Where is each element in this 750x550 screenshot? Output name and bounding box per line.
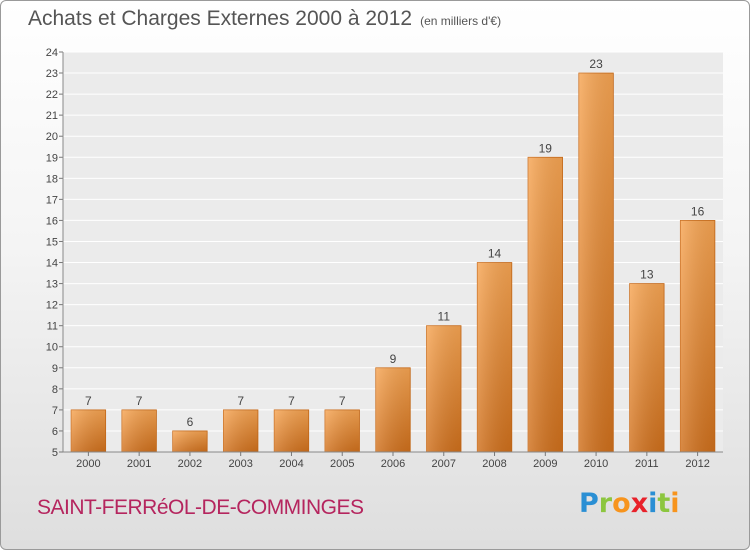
x-tick-label-2007: 2007 (432, 458, 456, 470)
data-label-2012: 16 (691, 204, 705, 218)
y-tick-label: 24 (46, 47, 58, 59)
y-tick-label: 21 (46, 110, 58, 122)
bar-shade-2004 (274, 409, 309, 452)
bar-shade-2011 (629, 283, 665, 452)
y-tick-label: 18 (46, 173, 58, 185)
y-tick-label: 17 (46, 194, 58, 206)
y-tick-label: 12 (46, 300, 58, 312)
logo-letter: x (630, 488, 649, 519)
proxiti-logo: Proxiti (579, 488, 680, 519)
data-label-2004: 7 (288, 394, 295, 408)
y-tick-label: 11 (47, 321, 58, 333)
x-tick-label-2001: 2001 (127, 458, 151, 470)
bar-shade-2010 (578, 73, 614, 452)
x-tick-label-2006: 2006 (381, 458, 405, 470)
y-tick-label: 15 (46, 236, 58, 248)
bar-shade-2008 (477, 262, 512, 452)
y-tick-label: 14 (46, 258, 58, 270)
x-tick-label-2008: 2008 (482, 458, 506, 470)
commune-name: SAINT-FERRéOL-DE-COMMINGES (37, 496, 364, 519)
bar-shade-2002 (172, 430, 208, 452)
y-tick-label: 7 (52, 405, 58, 417)
x-tick-label-2004: 2004 (279, 458, 303, 470)
data-label-2005: 7 (339, 394, 346, 408)
x-tick-label-2012: 2012 (685, 458, 709, 470)
y-tick-label: 19 (46, 152, 58, 164)
data-label-2002: 6 (187, 415, 194, 429)
chart-subtitle: (en milliers d'€) (420, 14, 502, 28)
axes: 5 6 7 8 9 10 11 12 13 14 15 16 17 18 19 20 21 22 23 24 2000 2… (46, 47, 723, 470)
y-tick-label: 6 (52, 426, 58, 438)
y-tick-label: 5 (52, 447, 58, 459)
y-tick-label: 10 (46, 342, 58, 354)
y-tick-label: 9 (52, 363, 58, 375)
data-label-2007: 11 (438, 310, 451, 324)
bar-shade-2000 (71, 409, 106, 452)
chart-title-text: Achats et Charges Externes 2000 à 2012 (28, 7, 413, 30)
x-tick-label-2005: 2005 (330, 458, 354, 470)
data-label-2006: 9 (390, 352, 397, 366)
y-tick-label: 16 (46, 215, 58, 227)
logo-letter: r (598, 488, 613, 519)
data-label-2000: 7 (85, 394, 92, 408)
logo-letter: o (612, 488, 631, 519)
data-label-2011: 13 (640, 268, 654, 282)
logo-letter: t (657, 488, 671, 519)
logo-letter: i (670, 488, 680, 519)
y-tick-label: 8 (52, 384, 58, 396)
x-tick-label-2011: 2011 (635, 458, 659, 470)
y-tick-label: 20 (46, 131, 58, 143)
data-label-2008: 14 (488, 247, 502, 261)
bar-shade-2009 (528, 157, 563, 452)
logo-letter: i (648, 488, 658, 519)
bar-shade-2012 (680, 220, 715, 452)
bars: 7 7 6 7 7 7 9 11 14 19 23 13 16 (70, 57, 716, 453)
x-tick-label-2002: 2002 (178, 458, 202, 470)
x-tick-label-2009: 2009 (533, 458, 557, 470)
bar-shade-2005 (324, 409, 360, 452)
logo-letter: P (579, 488, 599, 519)
bar-shade-2006 (375, 367, 411, 452)
bar-shade-2003 (223, 409, 258, 452)
chart-title: Achats et Charges Externes 2000 à 2012 (e… (28, 7, 501, 31)
data-label-2010: 23 (589, 57, 603, 71)
bar-shade-2001 (121, 409, 157, 452)
data-label-2009: 19 (539, 141, 553, 155)
y-tick-label: 23 (46, 68, 58, 80)
bar-shade-2007 (426, 325, 462, 452)
x-tick-label-2003: 2003 (228, 458, 252, 470)
x-tick-label-2010: 2010 (584, 458, 608, 470)
data-label-2003: 7 (237, 394, 244, 408)
data-label-2001: 7 (136, 394, 143, 408)
y-tick-label: 13 (46, 279, 58, 291)
x-tick-label-2000: 2000 (76, 458, 100, 470)
y-tick-label: 22 (46, 89, 58, 101)
